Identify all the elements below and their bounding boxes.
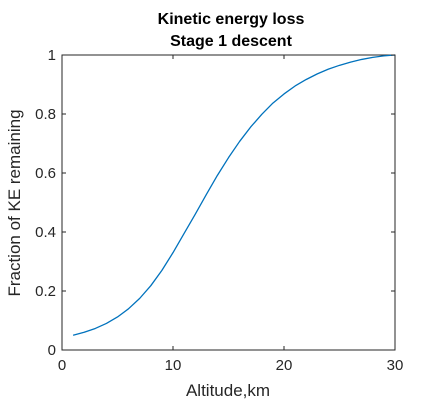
x-tick-label: 30	[387, 357, 404, 374]
y-tick-label: 0.4	[35, 224, 56, 241]
plot-area	[61, 54, 396, 351]
y-tick-label: 0	[48, 342, 56, 359]
series-line	[72, 54, 396, 336]
chart-title-line-1: Kinetic energy loss	[158, 11, 305, 28]
y-tick-label: 0.2	[35, 283, 56, 300]
x-axis-label: Altitude,km	[186, 381, 270, 400]
ticks-layer: 0 10 20 30 0 0.2 0.4 0.6 0.8 1	[35, 47, 403, 374]
x-tick-label: 20	[276, 357, 293, 374]
y-tick-label: 0.8	[35, 106, 56, 123]
y-tick-label: 0.6	[35, 165, 56, 182]
x-tick-label: 0	[58, 357, 66, 374]
y-axis-label: Fraction of KE remaining	[5, 109, 24, 296]
series-layer	[72, 54, 396, 336]
chart-title-line-2: Stage 1 descent	[170, 33, 293, 50]
y-tick-label: 1	[48, 47, 56, 64]
x-tick-label: 10	[165, 357, 182, 374]
plot-frame	[61, 54, 396, 351]
